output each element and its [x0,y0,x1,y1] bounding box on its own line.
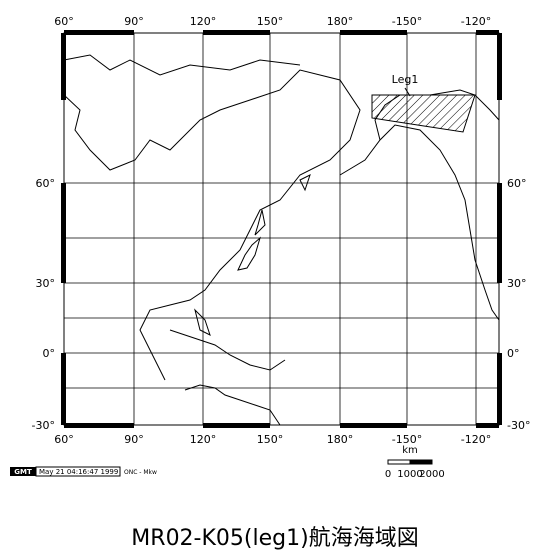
map-frame [63,32,500,426]
stamp-note: ONC - Mkw [124,469,157,476]
lon-label: 150° [257,15,284,28]
logo-box [10,467,36,476]
map-title: MR02-K05(leg1)航海海域図 [131,526,418,551]
frame-segment [497,33,502,100]
lat-label: 0° [43,347,56,360]
lon-label: 120° [190,15,217,28]
lon-label: -120° [461,433,491,446]
frame-segment [340,30,407,35]
frame-segment [340,423,407,428]
gmt-stamp: GMT May 21 04:16:47 1999 ONC - Mkw [10,466,157,477]
lon-label: 90° [124,15,144,28]
lat-label: -30° [507,419,530,432]
lon-label: 60° [54,433,74,446]
frame-segment [64,423,134,428]
scale-segment [409,459,433,465]
scale-bar: km 0 1000 2000 [385,445,445,480]
scale-label: 0 [385,469,391,480]
lon-label: -150° [392,433,422,446]
lon-label: -150° [392,15,422,28]
lat-label: 0° [507,347,520,360]
lon-label: 150° [257,433,284,446]
lat-label: 30° [36,277,56,290]
frame-segment [203,423,270,428]
stamp-time: May 21 04:16:47 1999 [39,468,118,476]
axis-labels: 60° 60° 90° 90° 120° 120° 150° 150° 180° 180° -150… [32,15,531,446]
frame-segment [64,30,134,35]
lon-label: 60° [54,15,74,28]
scale-unit: km [402,445,418,456]
graticule [64,33,499,425]
lon-label: -120° [461,15,491,28]
lon-label: 180° [327,15,354,28]
scale-segment [387,459,411,465]
frame-segment [497,353,502,425]
lat-label: -30° [32,419,55,432]
lat-label: 60° [36,177,56,190]
leg-label-leader [404,87,411,97]
frame-segment [61,33,66,100]
lat-label: 60° [507,177,527,190]
frame-segment [61,353,66,425]
fancy-frame [61,30,502,428]
logo-text: GMT [14,468,32,476]
frame-segment [497,183,502,283]
time-box [35,466,121,477]
frame-segment [203,30,270,35]
lon-label: 90° [124,433,144,446]
frame-segment [476,30,499,35]
frame-segment [61,183,66,283]
lon-label: 120° [190,433,217,446]
scale-label: 2000 [419,469,444,480]
lon-label: 180° [327,433,354,446]
frame-segment [476,423,499,428]
scale-label: 1000 [397,469,422,480]
leg1-track-area [371,94,476,133]
lat-label: 30° [507,277,527,290]
track-label: Leg1 [392,73,419,86]
